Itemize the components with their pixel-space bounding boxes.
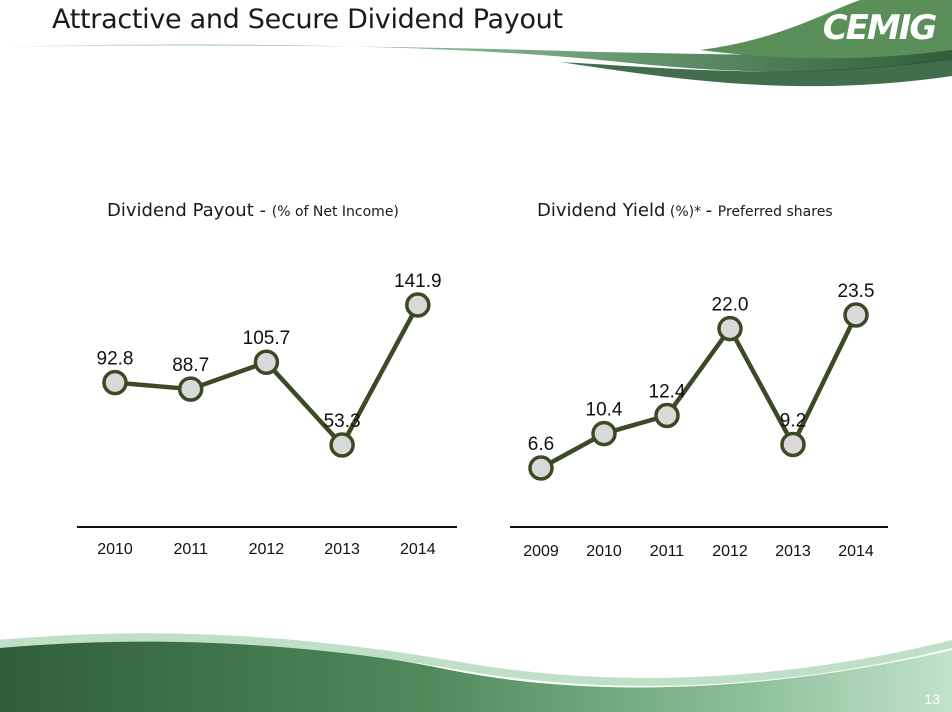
payout-point-2013 <box>329 432 355 458</box>
yield-x-tick-2012: 2012 <box>712 543 748 560</box>
payout-point-2010 <box>102 369 128 396</box>
yield-data-label-2011: 12.4 <box>649 381 686 402</box>
payout-x-tick-2012: 2012 <box>249 541 285 558</box>
payout-series-line <box>114 303 420 448</box>
payout-data-label-2012: 105.7 <box>243 328 291 349</box>
yield-point-2011 <box>654 402 680 429</box>
yield-data-label-2013: 9.2 <box>780 410 806 431</box>
payout-point-2012 <box>253 349 280 375</box>
yield-point-2013 <box>780 431 806 458</box>
yield-x-tick-2013: 2013 <box>775 543 811 560</box>
payout-point-2014 <box>405 292 431 318</box>
payout-chart-title: Dividend Payout - (% of Net Income) <box>107 200 399 221</box>
payout-x-tick-2013: 2013 <box>324 541 360 558</box>
yield-data-label-2014: 23.5 <box>838 281 875 302</box>
yield-data-label-2010: 10.4 <box>586 400 623 421</box>
yield-data-label-2009: 6.6 <box>528 434 554 455</box>
page-number: 13 <box>924 691 940 707</box>
yield-series-line <box>539 314 859 470</box>
payout-data-label-2010: 92.8 <box>97 349 134 370</box>
payout-data-label-2014: 141.9 <box>394 271 442 292</box>
slide-title: Attractive and Secure Dividend Payout <box>52 4 563 35</box>
yield-point-2012 <box>717 315 743 342</box>
yield-x-tick-2014: 2014 <box>838 543 874 560</box>
yield-point-2009 <box>528 455 554 481</box>
yield-data-label-2012: 22.0 <box>712 295 749 316</box>
logo-text: CEMIG <box>823 8 937 46</box>
payout-point-2011 <box>177 376 204 402</box>
payout-x-tick-2011: 2011 <box>173 541 208 558</box>
yield-x-tick-2011: 2011 <box>650 543 685 560</box>
yield-point-2010 <box>591 420 617 447</box>
yield-x-tick-2010: 2010 <box>586 543 622 560</box>
yield-x-tick-2009: 2009 <box>523 543 559 560</box>
cemig-logo: CEMIG <box>823 8 939 46</box>
yield-point-2014 <box>843 302 869 328</box>
payout-data-label-2013: 53.3 <box>324 411 361 432</box>
payout-data-label-2011: 88.7 <box>172 355 209 376</box>
payout-x-tick-2014: 2014 <box>400 541 436 558</box>
payout-x-tick-2010: 2010 <box>97 541 133 558</box>
yield-chart-title: Dividend Yield (%)* - Preferred shares <box>537 200 833 221</box>
